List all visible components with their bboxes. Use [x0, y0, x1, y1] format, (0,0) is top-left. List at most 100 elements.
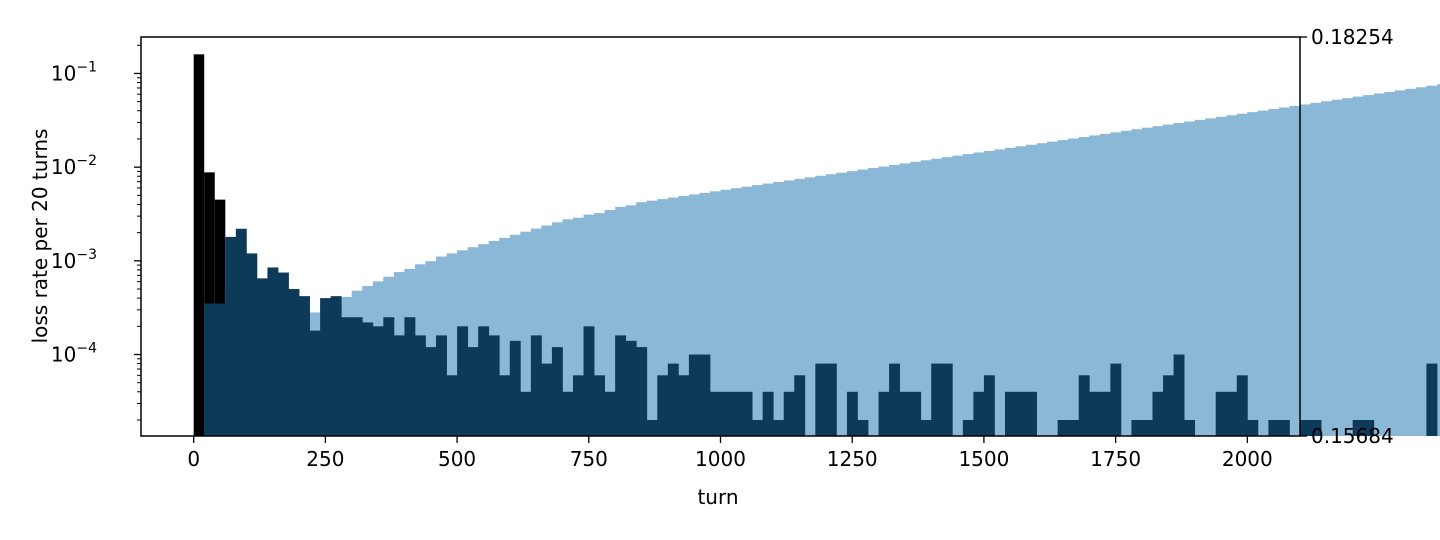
rate-bar [825, 363, 837, 436]
cumulative-bar [1099, 133, 1111, 437]
cumulative-bar [857, 169, 869, 436]
rate-bar [1184, 420, 1196, 436]
rate-bar [731, 391, 742, 436]
cumulative-bar [1194, 119, 1206, 436]
cumulative-bar [941, 157, 953, 436]
rate-bar [688, 354, 700, 436]
cumulative-bar [720, 189, 732, 436]
rate-bar [773, 420, 785, 436]
y2-axis-ticks: 0.18254 0.15684 [1300, 25, 1394, 448]
cumulative-bar [688, 194, 700, 436]
cumulative-bar [1141, 127, 1153, 437]
cumulative-bar [1373, 93, 1385, 437]
cumulative-bar [1215, 116, 1227, 437]
rate-bar [436, 335, 447, 436]
cumulative-bar [446, 253, 458, 436]
cumulative-bar [973, 152, 985, 436]
cumulative-bar [1184, 121, 1196, 437]
rate-bar [794, 375, 806, 436]
rate-bar [1268, 420, 1280, 436]
cumulative-bar [910, 161, 922, 436]
rate-bar [457, 326, 469, 436]
cumulative-bar [825, 174, 837, 436]
cumulative-bar [846, 171, 858, 436]
rate-bar [1163, 375, 1174, 436]
cumulative-bar [657, 199, 669, 436]
cumulative-bar [1426, 85, 1438, 436]
y-tick-label: 10−2 [51, 153, 97, 179]
x-tick-label: 500 [438, 447, 476, 471]
cumulative-bar [836, 172, 848, 437]
cumulative-bar [920, 160, 932, 436]
y-axis-label: loss rate per 20 turns [28, 129, 52, 344]
rate-bar [330, 296, 342, 436]
y-tick-label: 10−4 [51, 341, 97, 367]
cumulative-bar [983, 150, 995, 437]
rate-bar [636, 347, 648, 436]
rate-bar [857, 420, 869, 436]
rate-bar [720, 391, 732, 436]
cumulative-bar [625, 205, 637, 436]
y2-tick-label: 0.18254 [1311, 25, 1394, 49]
rate-bar [983, 375, 995, 436]
rate-bar [372, 326, 384, 436]
rate-bar [1131, 420, 1143, 436]
x-tick-label: 1000 [695, 447, 746, 471]
cumulative-bar [899, 163, 911, 437]
rate-bar [667, 363, 679, 436]
rate-bar [615, 335, 627, 436]
cumulative-bar [499, 237, 511, 436]
rate-bar [1310, 420, 1322, 436]
rate-bar [783, 391, 795, 436]
rate-bar [1152, 391, 1164, 436]
rate-bar [562, 391, 574, 436]
cumulative-bar [878, 166, 890, 436]
rate-bar [1089, 391, 1101, 436]
cumulative-bar [1131, 129, 1143, 437]
rate-bar [277, 272, 289, 436]
x-tick-label: 750 [570, 447, 608, 471]
cumulative-bar [604, 209, 616, 436]
cumulative-bar [678, 195, 690, 436]
rate-bar [467, 347, 479, 436]
rate-bar [1004, 391, 1016, 436]
rate-bars [193, 54, 1438, 436]
cumulative-bar [1257, 110, 1269, 437]
cumulative-bar [1047, 141, 1059, 436]
rate-bar [846, 391, 858, 436]
cumulative-bar [1405, 88, 1417, 436]
cumulative-bar [1110, 132, 1122, 436]
rate-bar [414, 335, 426, 436]
rate-bar [520, 391, 532, 436]
rate-bar [541, 363, 553, 436]
rate-bar [941, 363, 953, 436]
cumulative-bar [889, 164, 901, 436]
rate-bar [341, 317, 353, 436]
rate-bar [204, 303, 216, 436]
rate-bar [1026, 391, 1037, 436]
rate-bar [288, 289, 300, 436]
cumulative-bar [1436, 84, 1440, 436]
rate-bar [594, 375, 605, 436]
rate-bar [393, 335, 405, 436]
cumulative-bar [815, 175, 827, 436]
x-tick-label: 1750 [1090, 447, 1141, 471]
rate-bar [1215, 391, 1227, 436]
rate-bar [709, 391, 721, 436]
cumulative-bar [530, 228, 542, 436]
cumulative-bar [962, 154, 974, 436]
rate-bar [931, 363, 943, 436]
cumulative-bar [762, 183, 774, 436]
rate-bar [583, 326, 595, 436]
cumulative-bar [1289, 105, 1301, 436]
cumulative-bar [731, 188, 742, 436]
rate-bar [678, 375, 690, 436]
rate-bar [256, 278, 268, 436]
cumulative-bar [1342, 98, 1354, 436]
rate-bar [899, 391, 911, 436]
rate-bar [309, 330, 321, 436]
rate-bar [1173, 354, 1185, 436]
cumulative-bar [741, 186, 753, 436]
y-tick-label: 10−3 [51, 247, 97, 273]
